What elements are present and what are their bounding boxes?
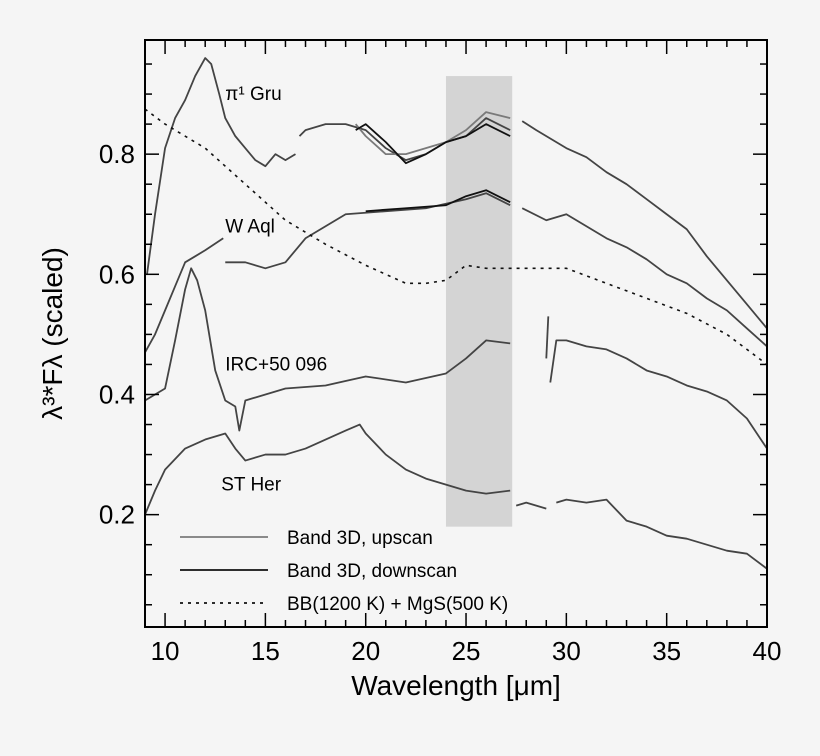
- band-3d-shaded-region: [445, 76, 513, 527]
- x-tick-label: 15: [251, 636, 280, 666]
- series-w-aql-segment-0: [144, 237, 224, 353]
- series-irc-50-096-segment-0: [144, 267, 511, 432]
- y-tick-label: 0.4: [99, 379, 135, 409]
- y-tick-label: 0.8: [99, 139, 135, 169]
- series-pi1-gru-upscan-segment-0: [354, 111, 511, 156]
- x-tick-label: 30: [552, 636, 581, 666]
- legend-label: Band 3D, upscan: [287, 528, 433, 549]
- series-st-her-segment-1: [515, 501, 547, 510]
- annotation-label: ST Her: [221, 475, 282, 496]
- legend-label: Band 3D, downscan: [287, 561, 457, 582]
- y-tick-label: 0.2: [99, 500, 135, 530]
- plot-frame: [144, 39, 768, 628]
- series-irc-50-096-segment-2: [549, 339, 768, 450]
- series-st-her-segment-0: [144, 423, 511, 515]
- series-w-aql-downscan-segment-0: [365, 189, 511, 213]
- series-w-aql-segment-2: [521, 207, 768, 348]
- x-tick-label: 10: [151, 636, 180, 666]
- y-axis-label: λ³*Fλ (scaled): [37, 247, 68, 420]
- annotation-label: IRC+50 096: [225, 354, 327, 375]
- x-tick-label: 25: [452, 636, 481, 666]
- series-st-her-segment-2: [556, 498, 768, 570]
- x-axis-label: Wavelength [μm]: [351, 670, 561, 701]
- series-irc-50-096-segment-1: [545, 316, 550, 359]
- annotation-label: π¹ Gru: [225, 84, 281, 105]
- x-tick-label: 40: [753, 636, 782, 666]
- series-pi1-gru-segment-2: [521, 120, 768, 329]
- y-tick-label: 0.6: [99, 259, 135, 289]
- x-tick-label: 35: [652, 636, 681, 666]
- series-w-aql-segment-1: [225, 192, 511, 270]
- series-pi1-gru-downscan-segment-0: [355, 123, 511, 165]
- x-tick-label: 20: [351, 636, 380, 666]
- legend-label: BB(1200 K) + MgS(500 K): [287, 594, 508, 615]
- annotation-label: W Aql: [225, 216, 275, 237]
